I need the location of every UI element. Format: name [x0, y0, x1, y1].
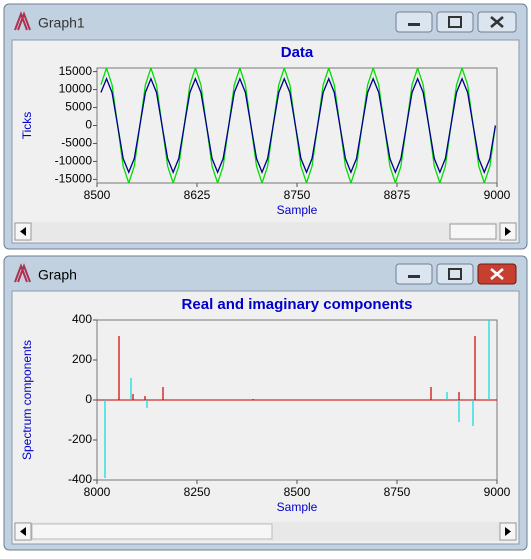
x-tick-label: 9000: [484, 485, 511, 499]
y-tick-label: -400: [68, 472, 92, 486]
data-line: [100, 77, 497, 174]
y-tick-label: 400: [72, 312, 92, 326]
minimize-button[interactable]: [395, 263, 433, 285]
scrollbar[interactable]: [14, 222, 517, 241]
x-axis-label: Sample: [277, 203, 318, 217]
chart-title: Real and imaginary components: [182, 296, 413, 313]
app-icon: [14, 263, 31, 283]
plot-area: [96, 67, 498, 184]
y-tick-label: -5000: [61, 136, 92, 150]
y-tick-label: -10000: [55, 154, 93, 168]
x-tick-label: 8750: [284, 188, 311, 202]
maximize-button[interactable]: [436, 11, 474, 33]
x-tick-label: 8500: [284, 485, 311, 499]
y-tick-label: 5000: [65, 100, 92, 114]
window-title: Graph: [38, 267, 77, 283]
app-icon: [14, 11, 31, 31]
x-tick-label: 9000: [484, 188, 511, 202]
y-tick-label: 200: [72, 352, 92, 366]
y-tick-label: 0: [85, 118, 92, 132]
y-axis-label: Ticks: [20, 112, 34, 140]
x-tick-label: 8500: [84, 188, 111, 202]
x-tick-label: 8875: [384, 188, 411, 202]
minimize-button[interactable]: [395, 11, 433, 33]
y-tick-label: -200: [68, 432, 92, 446]
x-tick-label: 8000: [84, 485, 111, 499]
y-tick-label: 15000: [59, 64, 93, 78]
y-axis-label: Spectrum components: [20, 340, 34, 460]
chart-title: Data: [281, 44, 314, 61]
x-tick-label: 8250: [184, 485, 211, 499]
x-axis-label: Sample: [277, 500, 318, 514]
y-tick-label: 10000: [59, 82, 93, 96]
window-title: Graph1: [38, 15, 85, 31]
y-tick-label: 0: [85, 392, 92, 406]
y-tick-label: -15000: [55, 172, 93, 186]
x-tick-label: 8750: [384, 485, 411, 499]
maximize-button[interactable]: [436, 263, 474, 285]
x-tick-label: 8625: [184, 188, 211, 202]
